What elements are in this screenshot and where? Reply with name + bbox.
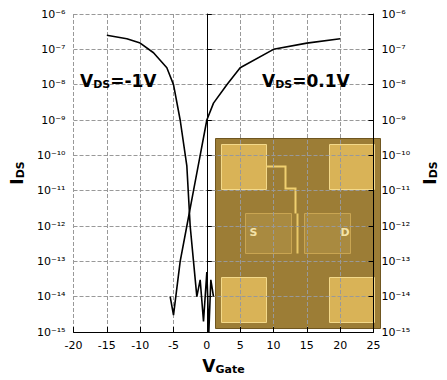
svg-text:-10: -10 bbox=[131, 339, 149, 352]
svg-text:DS: DS bbox=[427, 161, 440, 178]
svg-text:10⁻⁶: 10⁻⁶ bbox=[381, 8, 406, 21]
svg-text:10⁻¹⁰: 10⁻¹⁰ bbox=[381, 149, 410, 162]
svg-text:S: S bbox=[250, 226, 258, 239]
svg-text:10⁻¹⁵: 10⁻¹⁵ bbox=[381, 326, 410, 339]
svg-text:I: I bbox=[419, 178, 440, 185]
svg-text:10⁻⁹: 10⁻⁹ bbox=[41, 114, 65, 127]
svg-text:15: 15 bbox=[300, 339, 314, 352]
svg-text:10⁻¹²: 10⁻¹² bbox=[37, 220, 66, 233]
svg-text:5: 5 bbox=[237, 339, 244, 352]
svg-text:-20: -20 bbox=[65, 339, 83, 352]
svg-text:0: 0 bbox=[203, 339, 210, 352]
svg-text:20: 20 bbox=[333, 339, 347, 352]
svg-text:10⁻¹⁴: 10⁻¹⁴ bbox=[381, 290, 410, 303]
svg-text:=-1V: =-1V bbox=[110, 71, 157, 91]
svg-text:Gate: Gate bbox=[215, 363, 244, 376]
svg-text:10⁻¹¹: 10⁻¹¹ bbox=[381, 184, 410, 197]
svg-text:-5: -5 bbox=[168, 339, 179, 352]
svg-text:10⁻¹²: 10⁻¹² bbox=[381, 220, 410, 233]
svg-text:10⁻⁸: 10⁻⁸ bbox=[41, 78, 66, 91]
svg-text:25: 25 bbox=[366, 339, 380, 352]
svg-text:-15: -15 bbox=[98, 339, 116, 352]
svg-text:10⁻¹⁴: 10⁻¹⁴ bbox=[37, 290, 66, 303]
svg-text:10⁻¹³: 10⁻¹³ bbox=[381, 255, 410, 268]
svg-text:10⁻⁷: 10⁻⁷ bbox=[41, 43, 65, 56]
svg-text:10⁻⁹: 10⁻⁹ bbox=[381, 114, 405, 127]
svg-text:10⁻¹³: 10⁻¹³ bbox=[37, 255, 66, 268]
svg-text:10: 10 bbox=[266, 339, 280, 352]
svg-text:10⁻⁷: 10⁻⁷ bbox=[381, 43, 405, 56]
svg-text:10⁻⁸: 10⁻⁸ bbox=[381, 78, 406, 91]
svg-text:DS: DS bbox=[14, 161, 27, 178]
svg-text:10⁻⁶: 10⁻⁶ bbox=[41, 8, 66, 21]
svg-text:I: I bbox=[6, 178, 27, 185]
svg-text:=0.1V: =0.1V bbox=[292, 71, 350, 91]
svg-text:10⁻¹¹: 10⁻¹¹ bbox=[37, 184, 66, 197]
svg-text:DS: DS bbox=[275, 78, 292, 91]
svg-text:V: V bbox=[262, 71, 276, 91]
svg-text:D: D bbox=[341, 226, 350, 239]
svg-text:V: V bbox=[80, 71, 94, 91]
svg-text:V: V bbox=[202, 356, 216, 376]
svg-text:10⁻¹⁰: 10⁻¹⁰ bbox=[37, 149, 66, 162]
svg-text:10⁻¹⁵: 10⁻¹⁵ bbox=[37, 326, 66, 339]
svg-text:DS: DS bbox=[93, 78, 110, 91]
